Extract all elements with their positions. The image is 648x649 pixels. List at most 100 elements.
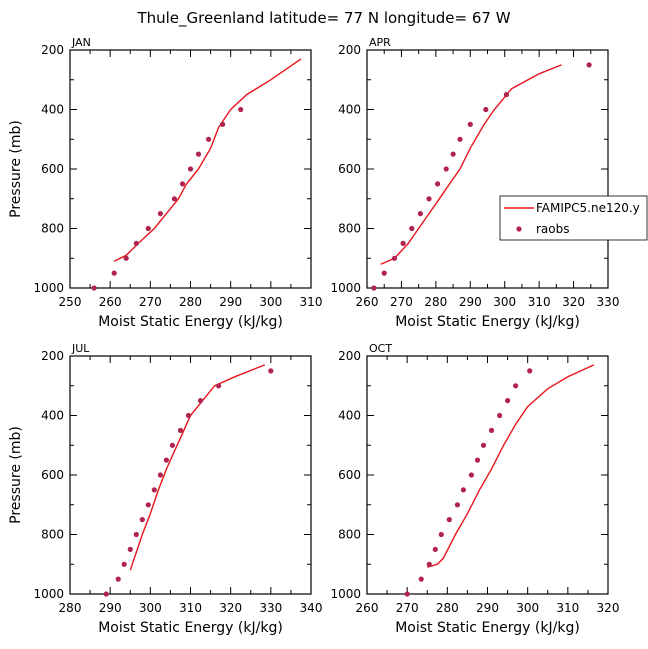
legend-label-model: FAMIPC5.ne120.y xyxy=(536,201,640,215)
y-tick-label: 1000 xyxy=(330,587,361,601)
raobs-point xyxy=(418,576,424,582)
raobs-point xyxy=(391,255,398,261)
raobs-point xyxy=(446,517,452,523)
raobs-point xyxy=(409,225,415,232)
x-tick-label: 260 xyxy=(356,295,379,309)
raobs-point xyxy=(177,427,184,433)
y-tick-label: 200 xyxy=(41,349,64,363)
raobs-point xyxy=(513,383,519,389)
y-tick-label: 400 xyxy=(41,409,64,423)
raobs-point xyxy=(438,531,444,538)
raobs-point xyxy=(179,181,186,187)
raobs-point xyxy=(171,196,177,202)
raobs-point xyxy=(404,591,410,597)
y-tick-label: 200 xyxy=(41,43,64,57)
x-tick-label: 300 xyxy=(139,601,162,615)
x-tick-label: 270 xyxy=(390,295,413,309)
y-tick-label: 400 xyxy=(338,103,361,117)
x-tick-label: 300 xyxy=(259,295,282,309)
raobs-point xyxy=(145,225,151,232)
legend-box xyxy=(499,195,648,241)
raobs-point xyxy=(480,442,487,448)
y-tick-label: 800 xyxy=(338,528,361,542)
panel-apr: 260 270 280 290 300 310 320 330 200 400 600 800 1000… xyxy=(330,36,648,330)
x-tick-label: 290 xyxy=(99,601,122,615)
x-tick-label: 320 xyxy=(219,601,242,615)
raobs-point xyxy=(488,427,495,433)
raobs-point xyxy=(457,136,463,142)
x-tick-label: 280 xyxy=(424,295,447,309)
panels: 250 260 270 280 290 300 310 200 400 600 800 1000 JAN… xyxy=(8,36,648,636)
raobs-point xyxy=(400,240,406,246)
x-tick-label: 280 xyxy=(179,295,202,309)
raobs-point xyxy=(115,576,121,582)
y-tick-label: 1000 xyxy=(33,281,64,295)
y-axis-label: Pressure (mb) xyxy=(8,120,24,218)
raobs-point xyxy=(460,487,466,493)
figure-title: Thule_Greenland latitude= 77 N longitude… xyxy=(136,9,510,28)
y-tick-label: 800 xyxy=(41,222,64,236)
y-tick-label: 600 xyxy=(338,162,361,176)
x-tick-label: 260 xyxy=(99,295,122,309)
raobs-point xyxy=(435,181,441,187)
x-tick-label: 270 xyxy=(396,601,419,615)
y-tick-label: 800 xyxy=(41,528,64,542)
panel-label: OCT xyxy=(369,342,392,355)
x-tick-label: 310 xyxy=(179,601,202,615)
x-tick-label: 280 xyxy=(436,601,459,615)
y-tick-label: 800 xyxy=(338,222,361,236)
legend: FAMIPC5.ne120.y raobs xyxy=(499,195,648,241)
legend-marker-swatch xyxy=(516,226,522,232)
panel-label: APR xyxy=(369,36,391,49)
x-tick-label: 330 xyxy=(597,295,620,309)
plot-frame xyxy=(69,355,312,595)
raobs-point xyxy=(206,136,212,142)
x-axis-label: Moist Static Energy (kJ/kg) xyxy=(98,314,283,330)
raobs-point xyxy=(454,502,460,508)
y-tick-label: 600 xyxy=(41,162,64,176)
x-axis-label: Moist Static Energy (kJ/kg) xyxy=(98,620,283,636)
raobs-point xyxy=(157,211,163,217)
raobs-point xyxy=(371,285,377,291)
raobs-point xyxy=(474,457,481,463)
x-tick-label: 250 xyxy=(59,295,82,309)
x-tick-label: 330 xyxy=(259,601,282,615)
panel-label: JUL xyxy=(71,342,90,355)
raobs-point xyxy=(133,531,139,538)
raobs-point xyxy=(121,561,127,567)
y-tick-label: 200 xyxy=(338,349,361,363)
raobs-point xyxy=(426,196,432,202)
raobs-point xyxy=(169,442,175,448)
panel-jan: 250 260 270 280 290 300 310 200 400 600 800 1000 JAN… xyxy=(8,36,322,330)
raobs-point xyxy=(216,383,222,389)
raobs-point xyxy=(157,472,163,478)
raobs-point xyxy=(151,487,157,493)
x-tick-label: 290 xyxy=(459,295,482,309)
x-tick-label: 310 xyxy=(528,295,551,309)
raobs-point xyxy=(133,240,139,246)
raobs-point xyxy=(238,106,244,113)
model-line xyxy=(129,364,266,571)
raobs-point xyxy=(483,106,489,113)
raobs-point xyxy=(426,561,432,567)
x-tick-label: 280 xyxy=(59,601,82,615)
raobs-point xyxy=(417,211,423,217)
raobs-point xyxy=(185,412,192,419)
raobs-point xyxy=(197,398,204,404)
x-tick-label: 300 xyxy=(516,601,539,615)
plot-frame xyxy=(366,49,609,289)
model-line xyxy=(380,64,562,265)
raobs-point xyxy=(268,368,274,374)
raobs-point xyxy=(527,368,533,374)
raobs-point xyxy=(127,546,133,553)
x-tick-label: 260 xyxy=(356,601,379,615)
raobs-point xyxy=(586,62,592,68)
x-tick-label: 340 xyxy=(300,601,323,615)
legend-label-raobs: raobs xyxy=(536,222,570,236)
raobs-point xyxy=(103,591,109,597)
x-tick-label: 320 xyxy=(597,601,620,615)
raobs-point xyxy=(195,151,202,157)
x-tick-label: 290 xyxy=(219,295,242,309)
x-axis-label: Moist Static Energy (kJ/kg) xyxy=(395,620,580,636)
